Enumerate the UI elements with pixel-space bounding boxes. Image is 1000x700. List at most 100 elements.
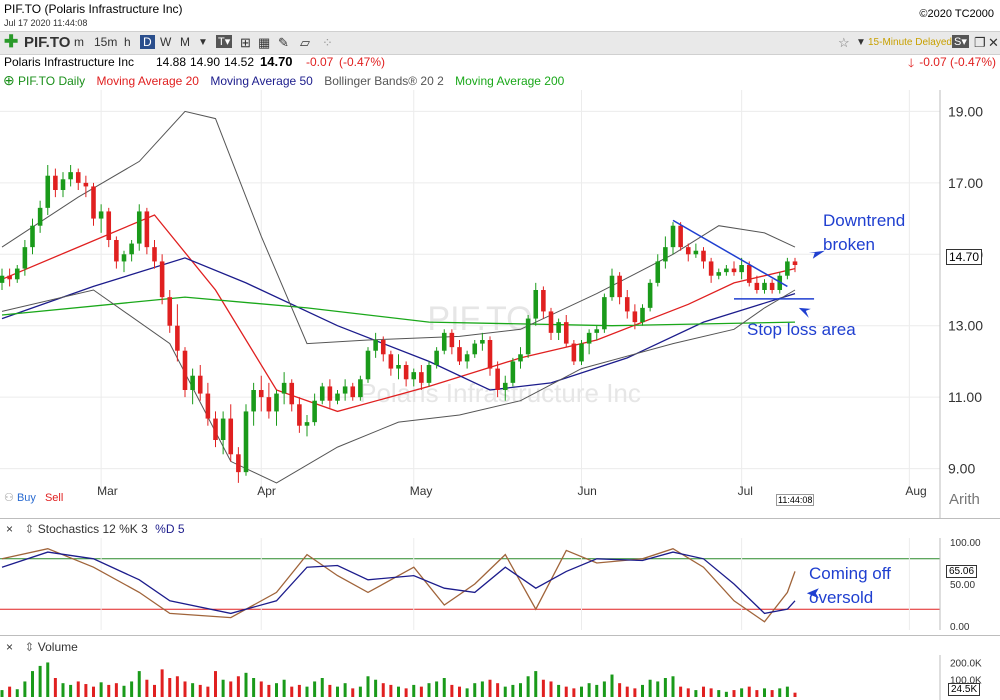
candle (98, 211, 104, 219)
text-icon[interactable]: T▾ (216, 35, 233, 48)
legend-bb[interactable]: Bollinger Bands® 20 2 (324, 74, 444, 88)
candle (411, 372, 417, 380)
candle (426, 365, 432, 383)
interval-m[interactable]: m (74, 35, 84, 49)
quote-bar: Polaris Infrastructure Inc 14.88 14.90 1… (0, 54, 1000, 70)
volume-bar (191, 683, 195, 697)
close-icon[interactable]: × (6, 640, 14, 654)
grid-icon[interactable]: ⊞ (240, 35, 251, 50)
volume-value-tag: 24.5K (948, 683, 981, 696)
buy-button[interactable]: Buy (16, 492, 36, 504)
interval-w[interactable]: W (160, 35, 172, 49)
volume-bar (648, 679, 652, 697)
volume-bar (351, 688, 355, 697)
symbol-field[interactable]: PIF.TO (24, 34, 71, 51)
plus-icon[interactable]: ⊕ (3, 72, 15, 88)
legend-ma20[interactable]: Moving Average 20 (96, 74, 199, 88)
volume-bar (679, 686, 683, 697)
dots-icon[interactable]: ⁘ (322, 35, 333, 50)
legend-daily[interactable]: PIF.TO Daily (18, 74, 86, 88)
volume-bar (297, 684, 301, 697)
volume-bar (114, 683, 118, 697)
volume-bar (427, 683, 431, 697)
settings-icon[interactable]: S▾ (952, 35, 969, 48)
interval-h[interactable]: h (124, 35, 131, 49)
volume-bar (282, 679, 286, 697)
candle (83, 182, 89, 187)
candle (228, 418, 234, 455)
eraser-icon[interactable]: ▱ (300, 35, 310, 50)
close-icon[interactable]: ✕ (988, 35, 999, 50)
candle (769, 282, 775, 290)
stochastics-chart[interactable]: 100.00 50.00 0.00 (0, 538, 1000, 634)
volume-bar (717, 690, 721, 697)
candle (220, 418, 226, 440)
volume-chart[interactable]: 200.0K 100.0K (0, 655, 1000, 700)
candle (655, 261, 661, 283)
updown-icon[interactable]: ⇕ (24, 640, 35, 654)
price-chart[interactable]: PIF.TO Polaris Infrastructure Inc 19.00 1… (0, 90, 1000, 518)
volume-bar (92, 686, 95, 697)
window-icon[interactable]: ❐ (974, 35, 986, 50)
volume-bar (724, 691, 728, 697)
volume-bar (671, 676, 675, 697)
candle (0, 275, 5, 283)
volume-bar (641, 684, 644, 697)
volume-bar (488, 679, 492, 697)
volume-bar (305, 686, 309, 697)
stoch-title[interactable]: Stochastics 12 %K 3 (37, 522, 148, 536)
volume-bar (69, 684, 73, 697)
last-price-tag: 14.70 (946, 249, 983, 265)
volume-bar (793, 692, 797, 697)
candle (114, 240, 119, 262)
candle (403, 365, 409, 380)
dropdown-icon[interactable]: ▼ (198, 37, 208, 48)
legend-ma50[interactable]: Moving Average 50 (210, 74, 313, 88)
indicator-legend: ⊕ PIF.TO Daily Moving Average 20 Moving … (0, 72, 1000, 88)
candle (190, 375, 195, 390)
interval-15m[interactable]: 15m (94, 35, 118, 49)
legend-ma200[interactable]: Moving Average 200 (455, 74, 565, 88)
x-tick-label: Apr (257, 484, 276, 498)
volume-bar (336, 686, 339, 697)
candle (541, 290, 546, 312)
last-value: 14.70 (260, 54, 293, 69)
volume-bar (519, 683, 522, 697)
panel-divider[interactable] (0, 518, 1000, 519)
y-tick-label: 0.00 (950, 622, 970, 633)
candle (335, 393, 340, 401)
stoch-d-label[interactable]: %D 5 (155, 522, 185, 536)
close-icon[interactable]: × (6, 522, 14, 536)
candle (624, 297, 630, 312)
annotation-oversold: Coming off oversold (809, 564, 891, 607)
interval-mo[interactable]: M (180, 35, 190, 49)
table-icon[interactable]: ▦ (258, 35, 271, 50)
volume-bar (53, 678, 57, 697)
candle (609, 275, 615, 298)
volume-title[interactable]: Volume (37, 640, 78, 654)
sell-button[interactable]: Sell (44, 492, 64, 504)
candle (685, 247, 691, 255)
pencil-icon[interactable]: ✎ (278, 35, 289, 50)
volume-bar (480, 681, 484, 697)
candle (152, 247, 157, 262)
volume-bar (610, 674, 614, 697)
candle (434, 350, 439, 365)
volume-bar (31, 671, 34, 697)
updown-icon[interactable]: ⇕ (24, 522, 35, 536)
volume-bar (320, 678, 324, 697)
volume-bar (511, 684, 515, 697)
volume-bar (755, 690, 759, 697)
series-line (1, 296, 796, 327)
panel-divider[interactable] (0, 635, 1000, 636)
scale-label[interactable]: Arith (949, 491, 980, 508)
interval-d[interactable]: D (140, 35, 155, 49)
y-tick-label: 13.00 (948, 318, 983, 334)
star-icon[interactable]: ☆ (838, 35, 850, 50)
plus-icon[interactable]: ✚ (4, 32, 19, 51)
volume-bar (183, 681, 187, 697)
candle (167, 297, 173, 326)
candle (136, 211, 142, 244)
dropdown-icon[interactable]: ▼ (856, 37, 866, 48)
volume-bar (618, 683, 622, 697)
